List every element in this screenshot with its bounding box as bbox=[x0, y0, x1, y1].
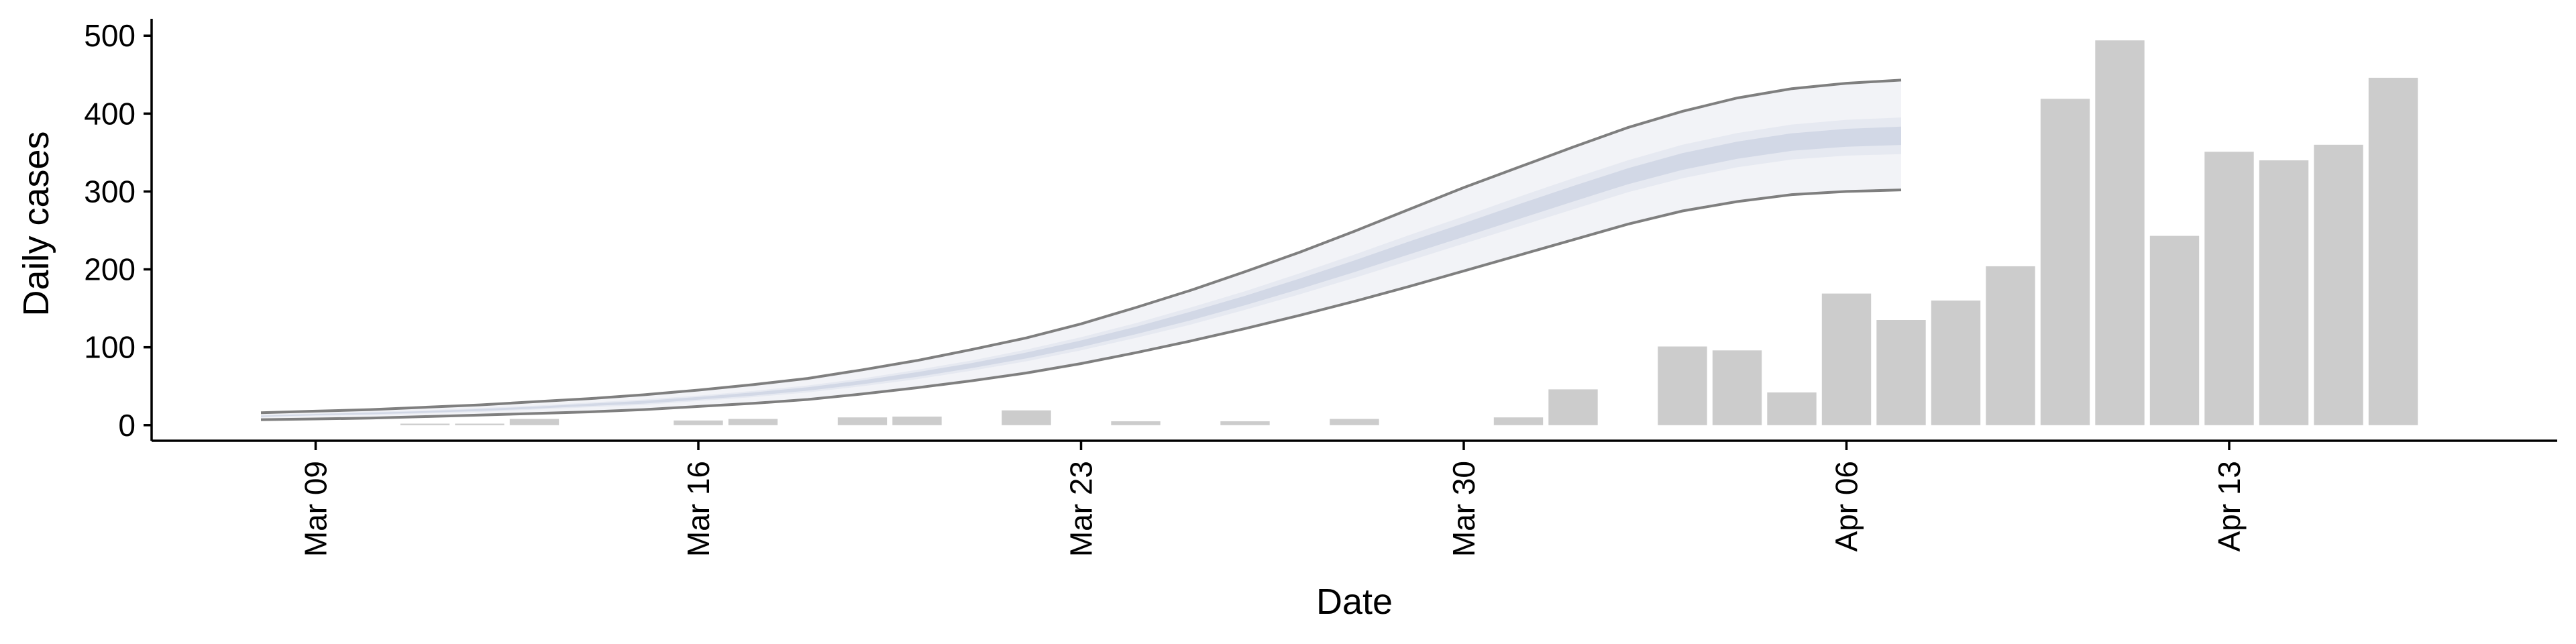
bar bbox=[2149, 235, 2200, 425]
y-tick-label: 400 bbox=[84, 96, 136, 131]
bar bbox=[2040, 99, 2090, 425]
x-tick-label: Apr 13 bbox=[2212, 461, 2247, 552]
band-lower-line bbox=[260, 189, 1902, 421]
y-tick-label: 200 bbox=[84, 252, 136, 287]
bar bbox=[2368, 77, 2418, 425]
x-tick-label: Mar 09 bbox=[299, 461, 333, 557]
x-tick-label: Mar 16 bbox=[681, 461, 716, 557]
bar bbox=[1986, 266, 2035, 425]
bar bbox=[674, 420, 723, 425]
bar bbox=[1931, 301, 1981, 425]
bar bbox=[1821, 293, 1872, 425]
band-upper-line bbox=[260, 78, 1902, 415]
y-tick-label: 100 bbox=[84, 330, 136, 365]
forecast-band-layer bbox=[260, 78, 1902, 421]
bar bbox=[837, 417, 888, 425]
bar bbox=[728, 419, 778, 425]
bar bbox=[2259, 160, 2309, 425]
axis-layer: 0 100 200 300 400 500 Mar 09 Mar 16 Mar 23 Mar 30… bbox=[84, 18, 2557, 557]
x-axis-title: Date bbox=[1316, 582, 1393, 622]
x-tick-label: Mar 23 bbox=[1064, 461, 1099, 557]
bar bbox=[1330, 419, 1379, 425]
x-tick-label: Apr 06 bbox=[1829, 461, 1864, 552]
y-tick-label: 0 bbox=[118, 408, 136, 443]
band-inner-area bbox=[261, 126, 1901, 417]
bar bbox=[2204, 152, 2254, 425]
bar bbox=[1220, 421, 1270, 425]
bar-layer bbox=[400, 40, 2418, 425]
band-outer-area bbox=[261, 80, 1901, 420]
bar bbox=[892, 417, 942, 425]
y-tick-label: 300 bbox=[84, 174, 136, 209]
bar bbox=[1876, 320, 1926, 425]
bar bbox=[1767, 392, 1817, 425]
bar bbox=[2095, 40, 2145, 425]
bar bbox=[400, 423, 450, 425]
bar bbox=[1111, 421, 1161, 425]
y-axis-title: Daily cases bbox=[16, 131, 56, 316]
y-tick-label: 500 bbox=[84, 18, 136, 53]
x-tick-label: Mar 30 bbox=[1446, 461, 1481, 557]
bar bbox=[455, 423, 504, 425]
bar bbox=[1712, 350, 1762, 425]
bar bbox=[1493, 417, 1544, 425]
bar bbox=[1548, 389, 1598, 425]
bar bbox=[1002, 410, 1051, 425]
bar bbox=[509, 419, 559, 425]
bar bbox=[2314, 144, 2363, 425]
bar bbox=[1658, 346, 1707, 425]
